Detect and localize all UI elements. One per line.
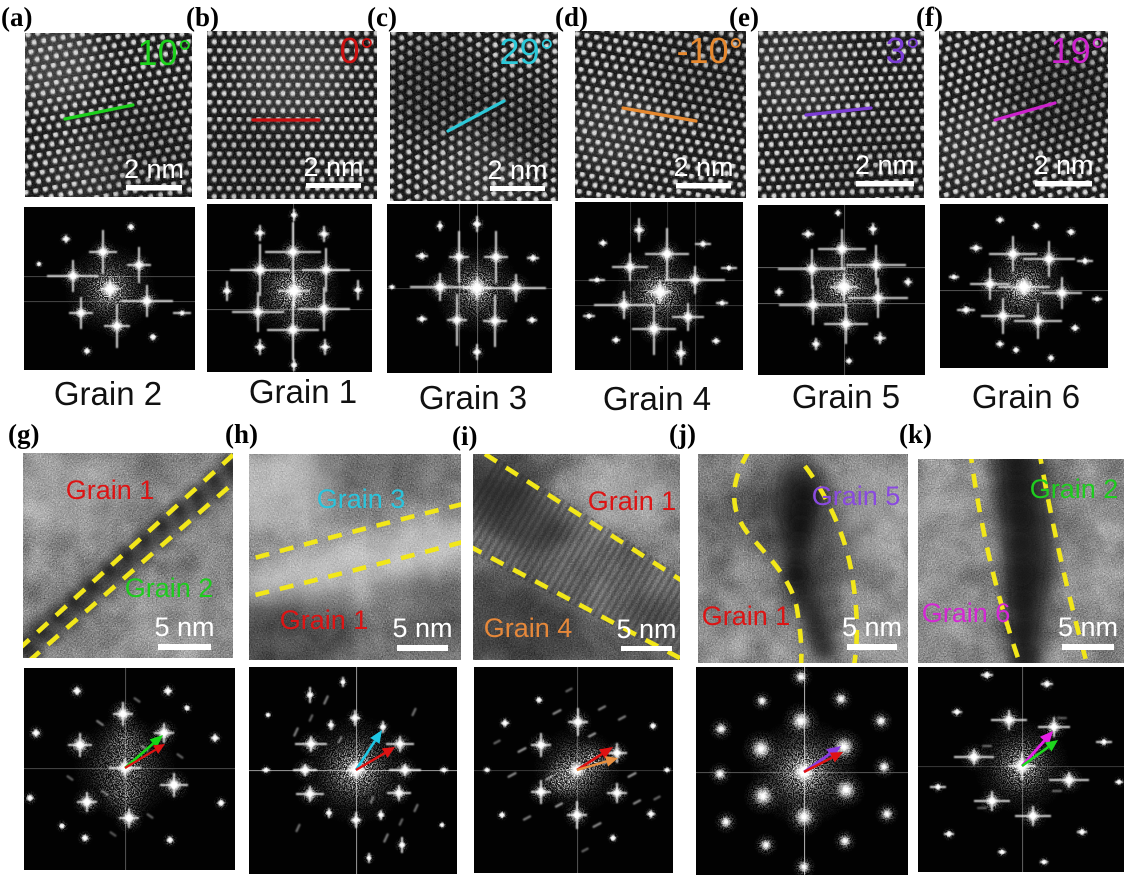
svg-text:Grain 5: Grain 5 (812, 481, 901, 511)
svg-text:5 nm: 5 nm (154, 612, 214, 642)
svg-text:0°: 0° (340, 31, 374, 71)
svg-text:Grain 2: Grain 2 (125, 573, 214, 603)
svg-text:5 nm: 5 nm (392, 613, 452, 643)
svg-text:2 nm: 2 nm (673, 152, 733, 182)
svg-text:Grain 1: Grain 1 (66, 475, 155, 505)
svg-text:29°: 29° (500, 32, 554, 72)
svg-text:3°: 3° (886, 31, 920, 71)
svg-text:19°: 19° (1051, 31, 1105, 71)
svg-text:Grain 6: Grain 6 (922, 598, 1011, 628)
svg-text:5 nm: 5 nm (616, 614, 676, 644)
svg-text:Grain 3: Grain 3 (317, 484, 406, 514)
svg-text:2 nm: 2 nm (303, 152, 363, 182)
svg-text:2 nm: 2 nm (124, 154, 184, 184)
svg-text:5 nm: 5 nm (1058, 612, 1118, 642)
svg-text:5 nm: 5 nm (842, 612, 902, 642)
svg-text:2 nm: 2 nm (1033, 150, 1093, 180)
svg-text:-10°: -10° (677, 31, 743, 71)
svg-text:Grain 1: Grain 1 (588, 486, 677, 516)
svg-text:Grain 1: Grain 1 (702, 601, 791, 631)
svg-text:2 nm: 2 nm (855, 150, 915, 180)
svg-text:10°: 10° (138, 33, 192, 73)
svg-text:2 nm: 2 nm (487, 155, 547, 185)
svg-text:Grain 2: Grain 2 (1030, 474, 1119, 504)
svg-text:Grain 1: Grain 1 (280, 605, 369, 635)
svg-text:Grain 4: Grain 4 (484, 613, 573, 643)
